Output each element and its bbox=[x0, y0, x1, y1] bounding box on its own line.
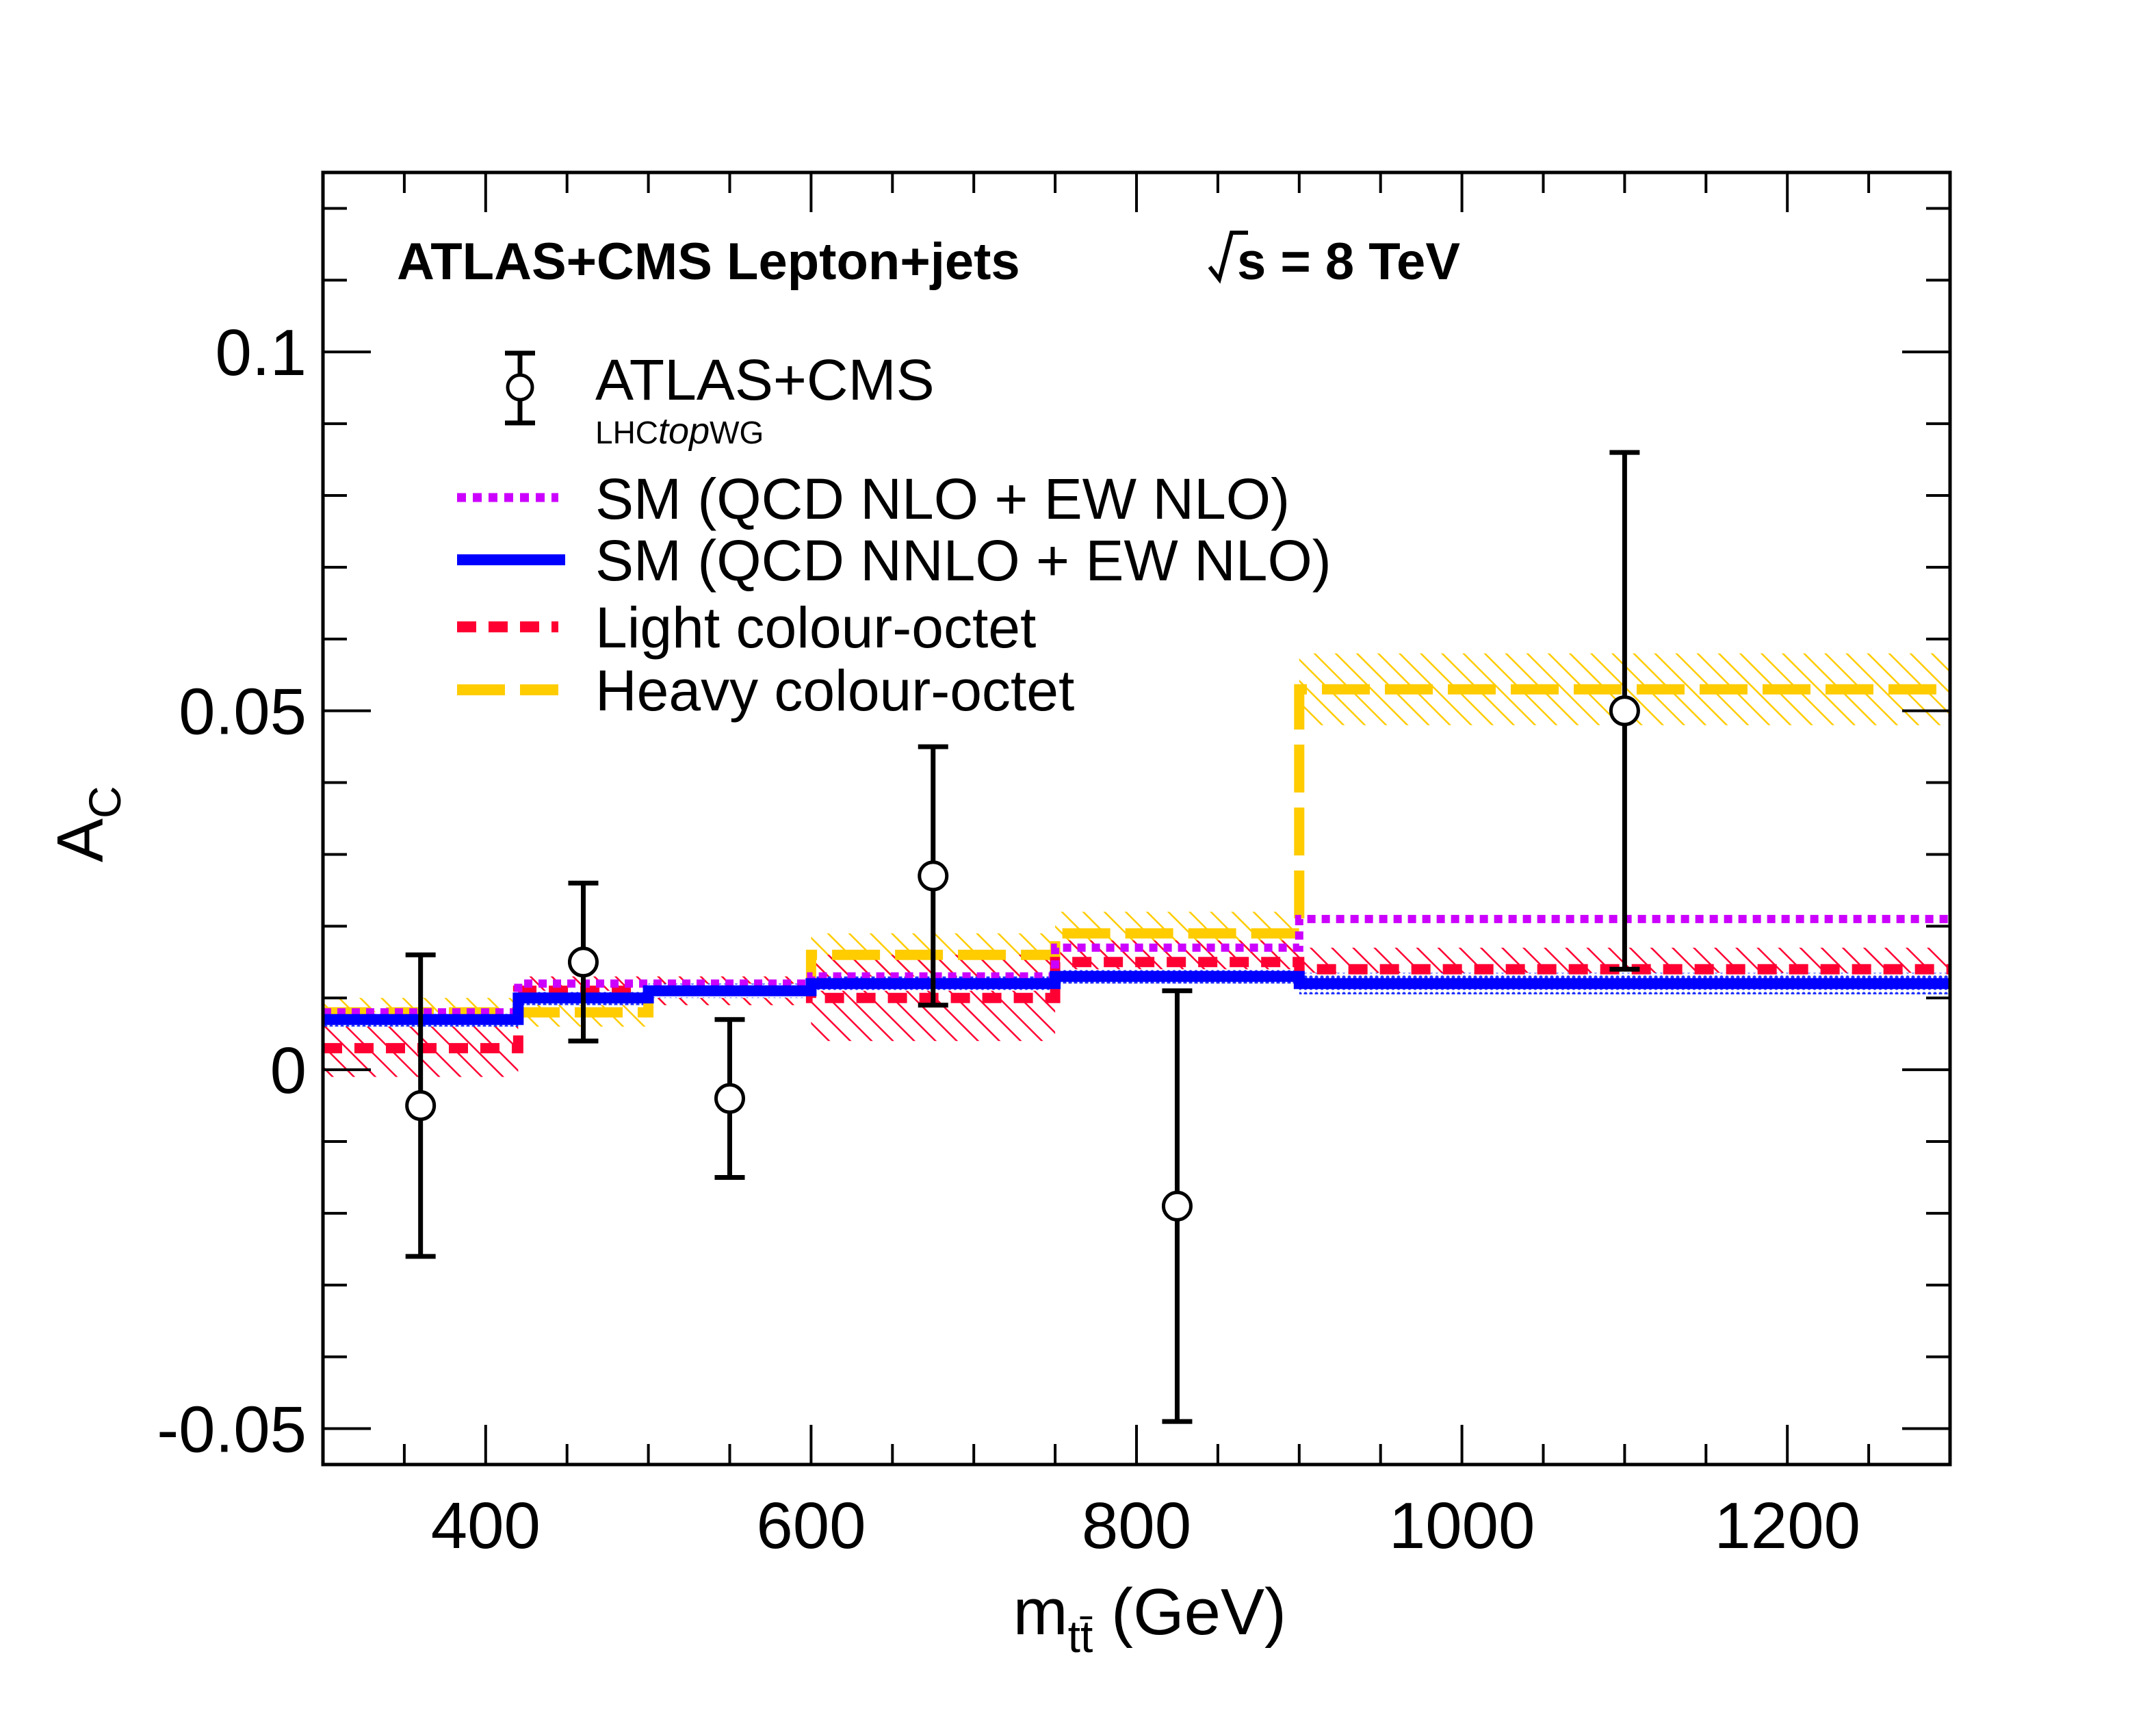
x-axis-label: mtt̄ (GeV) bbox=[1013, 1575, 1286, 1662]
uncertainty-bands bbox=[323, 653, 1950, 1077]
y-tick-label-2: 0.05 bbox=[179, 675, 307, 749]
series-lines bbox=[323, 684, 1950, 1054]
data-point-2 bbox=[714, 1017, 745, 1180]
legend-marker-data bbox=[505, 350, 535, 426]
marker-0 bbox=[405, 1090, 437, 1122]
legend-label-data: ATLAS+CMS bbox=[595, 348, 935, 412]
line-nnlo bbox=[323, 970, 1950, 1025]
line-heavy bbox=[323, 684, 1950, 1018]
legend-sublabel-data: LHCtopWG bbox=[595, 411, 764, 452]
sqrt-symbol bbox=[1208, 231, 1248, 284]
data-point-5 bbox=[1609, 450, 1640, 972]
plot-frame bbox=[321, 170, 1952, 1467]
marker-4 bbox=[1161, 1190, 1193, 1222]
x-tick-labels: 400 600 800 1000 1200 bbox=[431, 1489, 1860, 1562]
y-tick-label-0: -0.05 bbox=[157, 1393, 307, 1467]
legend-label-nlo: SM (QCD NLO + EW NLO) bbox=[595, 467, 1290, 531]
x-tick-label-600: 600 bbox=[756, 1489, 866, 1562]
y-axis-label: AC bbox=[44, 786, 130, 862]
legend-label-light: Light colour-octet bbox=[595, 595, 1036, 660]
marker-1 bbox=[567, 946, 599, 978]
marker-5 bbox=[1609, 695, 1640, 727]
data-point-4 bbox=[1161, 988, 1193, 1424]
x-tick-label-1000: 1000 bbox=[1389, 1489, 1535, 1562]
x-tick-label-1200: 1200 bbox=[1714, 1489, 1860, 1562]
y-tick-label-3: 0.1 bbox=[216, 316, 307, 389]
legend: ATLAS+CMS LHCtopWG SM (QCD NLO + EW NLO)… bbox=[457, 348, 1332, 723]
line-nlo bbox=[323, 914, 1950, 1017]
legend-label-heavy: Heavy colour-octet bbox=[595, 658, 1074, 723]
y-tick-labels: -0.05 0 0.05 0.1 bbox=[157, 316, 307, 1466]
marker-3 bbox=[918, 860, 949, 892]
energy-label: s = 8 TeV bbox=[1237, 233, 1460, 291]
y-tick-label-1: 0 bbox=[270, 1034, 307, 1107]
axis-ticks bbox=[323, 172, 1950, 1465]
data-point-0 bbox=[405, 952, 437, 1259]
chart-title: ATLAS+CMS Lepton+jets bbox=[397, 233, 1020, 291]
x-tick-label-800: 800 bbox=[1082, 1489, 1191, 1562]
data-points bbox=[405, 450, 1640, 1424]
data-point-3 bbox=[918, 744, 949, 1008]
x-tick-label-400: 400 bbox=[431, 1489, 541, 1562]
data-point-1 bbox=[567, 880, 599, 1044]
marker-2 bbox=[714, 1083, 745, 1114]
legend-label-nnlo: SM (QCD NNLO + EW NLO) bbox=[595, 528, 1332, 593]
